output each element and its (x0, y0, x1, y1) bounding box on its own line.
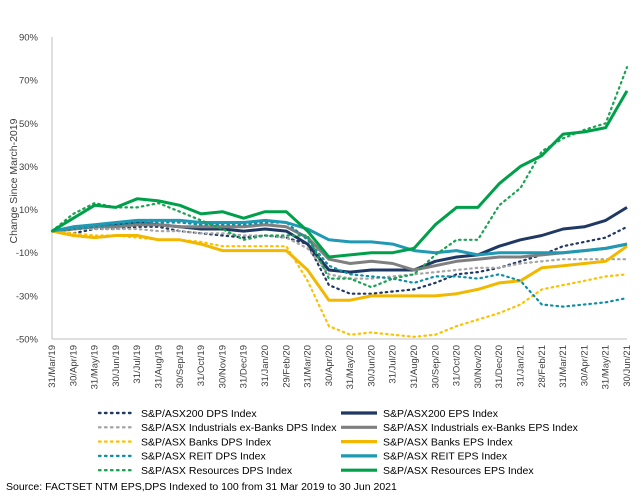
legend-label: S&P/ASX200 EPS Index (383, 408, 499, 420)
series-line-8 (51, 218, 628, 257)
x-tick-label: 31/Jan/20 (260, 345, 271, 387)
series-line-3 (50, 227, 629, 280)
series-line-7 (50, 221, 629, 308)
x-tick-label: 31/Oct/20 (452, 345, 463, 386)
y-tick-label: -10% (16, 248, 39, 259)
line-chart: Change Since March-2019 -50% -30% -10% 10% 3… (8, 33, 633, 478)
x-tick-label: 31/Jul/20 (388, 345, 399, 384)
y-tick-label: 90% (19, 33, 39, 44)
series-line-9 (50, 66, 629, 289)
y-tick-label: -30% (16, 291, 39, 302)
x-tick-label: 30/Apr/21 (579, 345, 590, 386)
legend-label: S&P/ASX Banks EPS Index (383, 436, 513, 448)
axes (51, 37, 627, 340)
x-tick-label: 29/Feb/20 (281, 345, 292, 388)
x-tick-label: 31/Jan/21 (516, 345, 527, 387)
legend-label: S&P/ASX Resources EPS Index (383, 465, 534, 477)
series-lines (50, 66, 629, 338)
x-tick-label: 31/Aug/20 (409, 345, 420, 388)
y-tick-label: 10% (19, 205, 39, 216)
x-tick-label: 31/Aug/19 (153, 345, 164, 388)
legend-label: S&P/ASX Banks DPS Index (141, 436, 272, 448)
y-tick-labels: -50% -30% -10% 10% 30% 50% 70% 90% (16, 33, 39, 346)
series-line-6 (51, 229, 628, 302)
y-tick-label: 50% (19, 119, 39, 130)
x-tick-label: 30/Apr/19 (68, 345, 79, 386)
source-note: Source: FACTSET NTM EPS,DPS Indexed to 1… (6, 481, 397, 493)
y-tick-label: -50% (16, 335, 39, 346)
x-tick-label: 31/Dec/20 (494, 345, 505, 388)
x-tick-label: 31/Mar/19 (47, 345, 58, 388)
y-axis-title-group: Change Since March-2019 (8, 118, 20, 243)
x-tick-labels: 31/Mar/19 30/Apr/19 31/May/19 30/Jun/19 31/J… (47, 345, 633, 389)
legend-label: S&P/ASX REIT DPS Index (141, 451, 266, 463)
y-axis-label: Change Since March-2019 (8, 118, 20, 243)
x-tick-label: 30/Jun/20 (366, 345, 377, 387)
x-tick-label: 30/Apr/20 (324, 345, 335, 386)
x-tick-label: 31/Dec/19 (239, 345, 250, 388)
series-line-4 (51, 223, 628, 272)
y-tick-label: 70% (19, 76, 39, 87)
x-tick-label: 31/Jul/19 (132, 345, 143, 384)
x-tick-label: 30/Nov/20 (473, 345, 484, 388)
legend-label: S&P/ASX Resources DPS Index (141, 465, 293, 477)
legend: S&P/ASX200 DPS Index S&P/ASX200 EPS Index… (97, 408, 579, 477)
x-tick-label: 30/Jun/21 (622, 345, 633, 387)
x-tick-label: 30/Nov/19 (217, 345, 228, 388)
series-line-10 (51, 90, 629, 259)
x-tick-label: 31/Mar/21 (558, 345, 569, 388)
legend-label: S&P/ASX Industrials ex-Banks DPS Index (141, 422, 337, 434)
x-tick-label: 30/Sep/20 (430, 345, 441, 388)
x-tick-label: 31/May/19 (90, 345, 101, 389)
series-line-5 (50, 230, 629, 338)
legend-label: S&P/ASX200 DPS Index (141, 408, 257, 420)
x-tick-label: 28/Feb/21 (537, 345, 548, 388)
x-tick-label: 31/May/20 (345, 345, 356, 389)
x-tick-label: 31/May/21 (601, 345, 612, 389)
legend-label: S&P/ASX REIT EPS Index (383, 451, 508, 463)
x-tick-label: 30/Jun/19 (111, 345, 122, 387)
legend-label: S&P/ASX Industrials ex-Banks EPS Index (383, 422, 579, 434)
y-tick-label: 30% (19, 162, 39, 173)
series-line-1 (50, 225, 629, 295)
x-tick-label: 31/Oct/19 (196, 345, 207, 386)
x-tick-label: 31/Mar/20 (303, 345, 314, 388)
x-tick-label: 30/Sep/19 (175, 345, 186, 388)
